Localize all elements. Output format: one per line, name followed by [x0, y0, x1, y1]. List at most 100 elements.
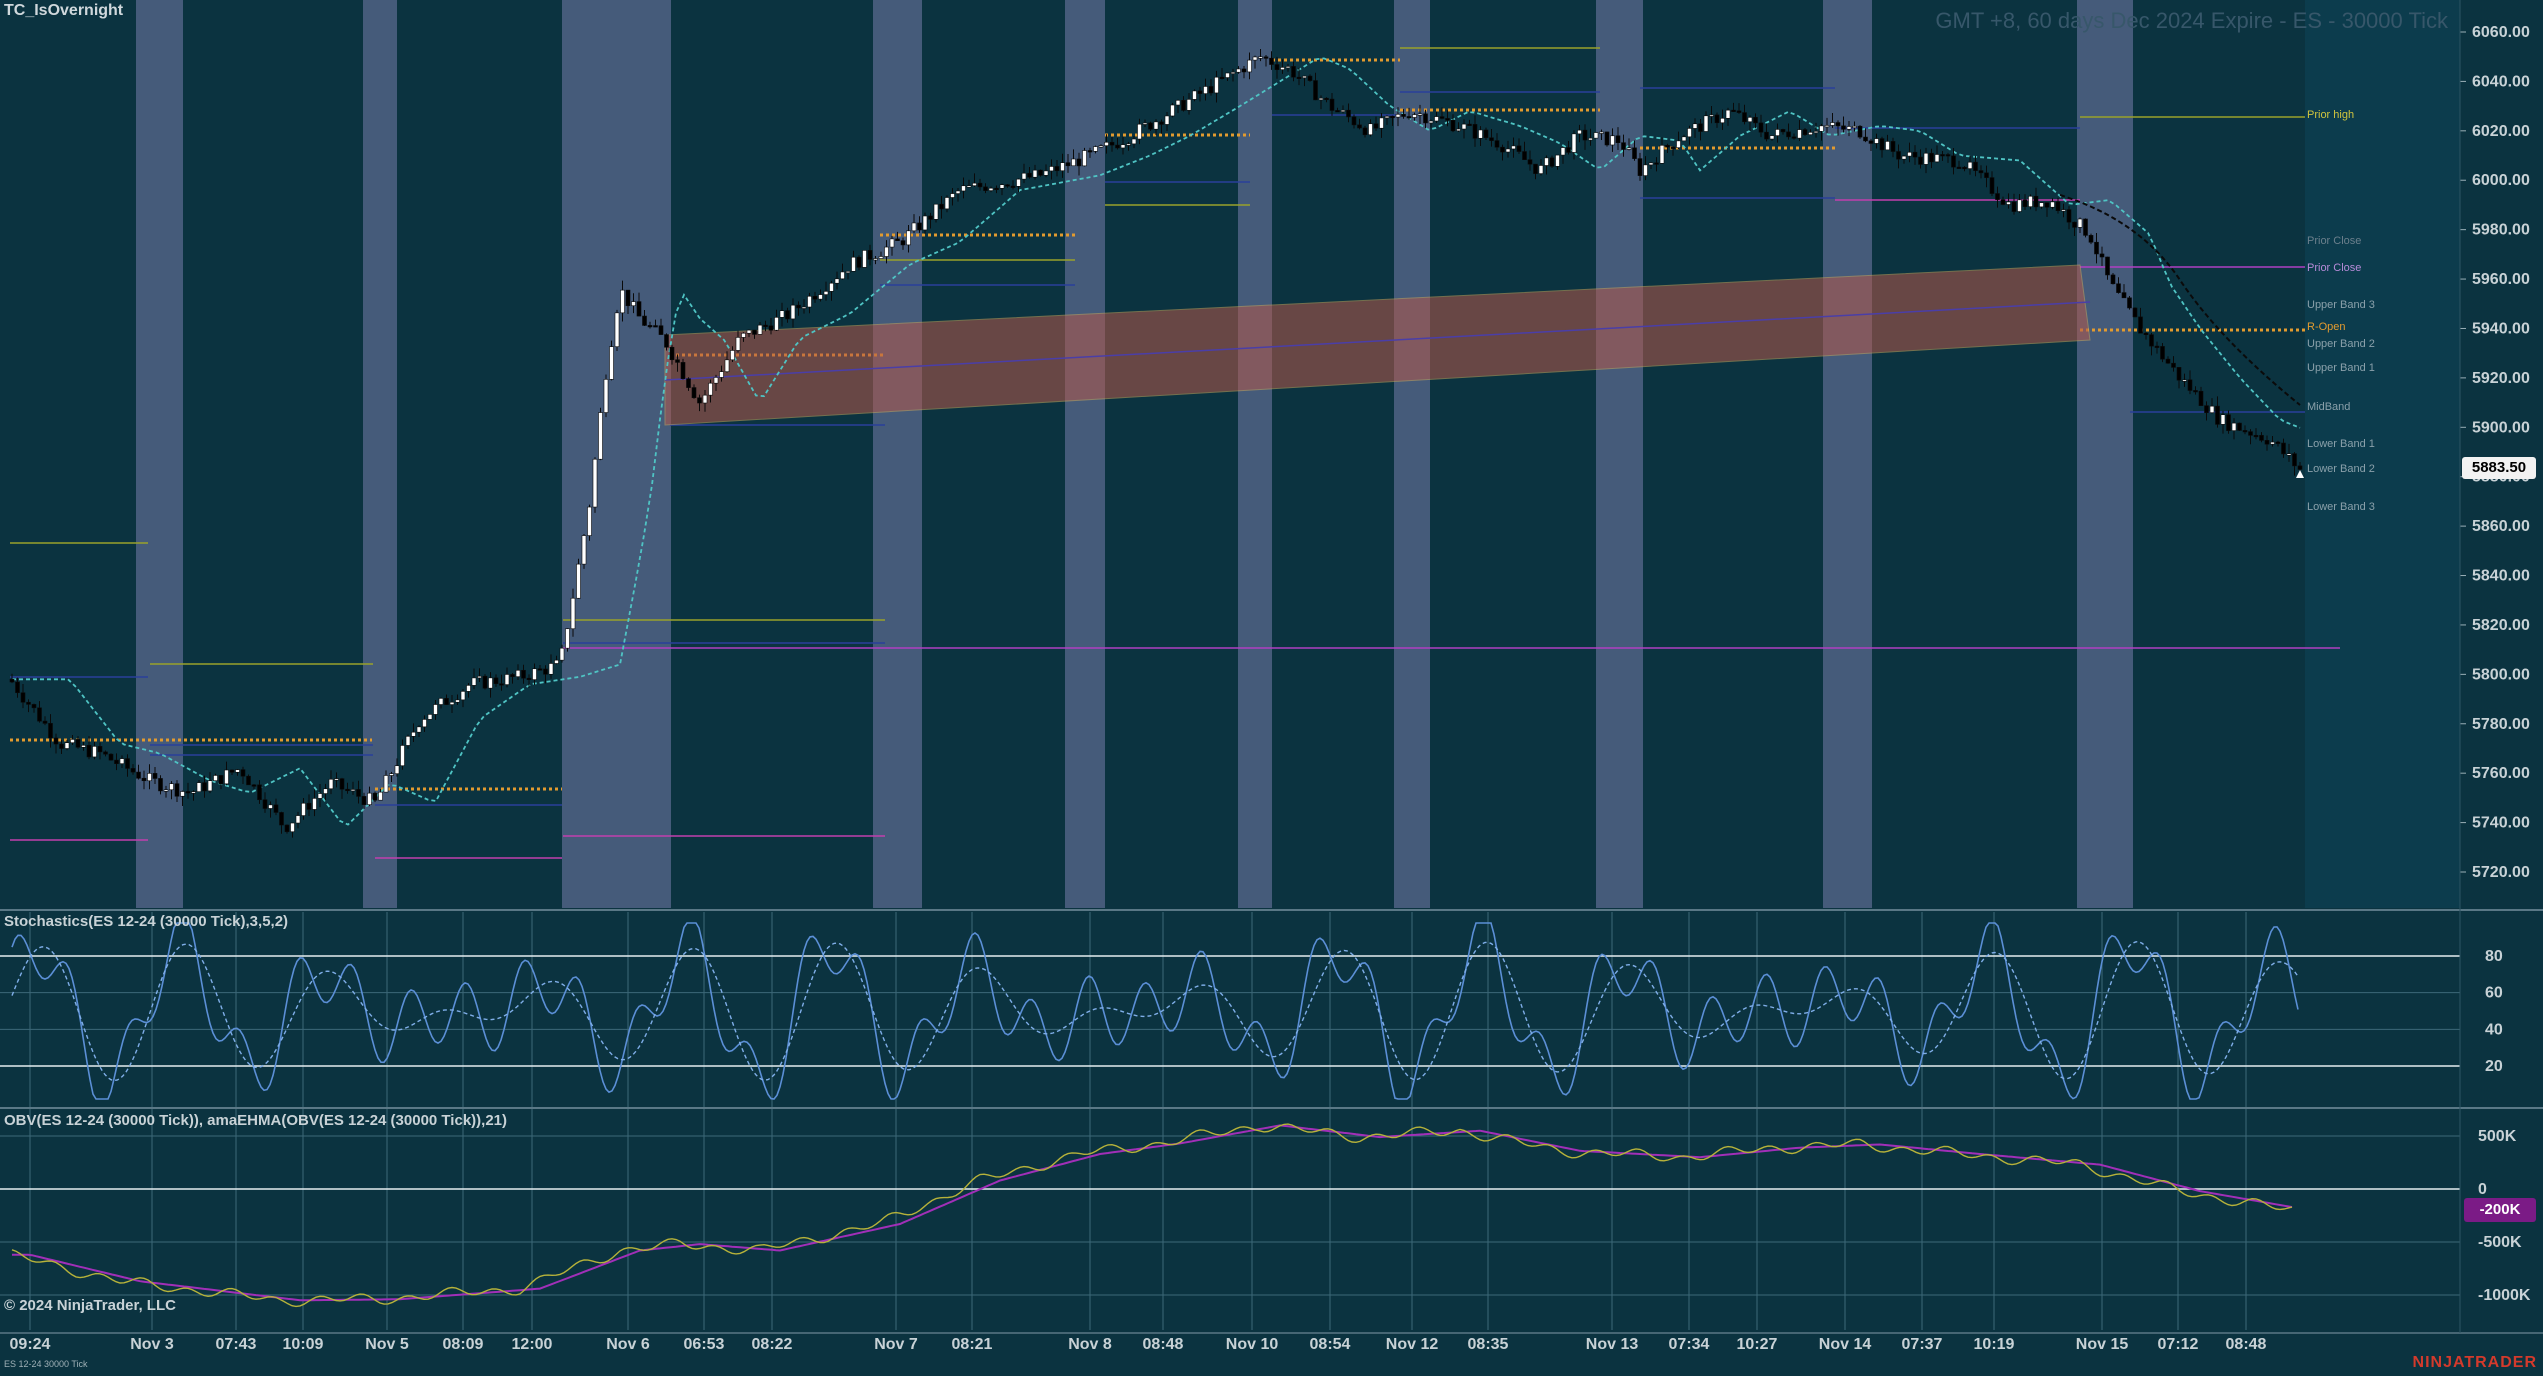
- candle-body: [1401, 114, 1406, 117]
- candle-body: [1885, 141, 1890, 151]
- candle-body: [697, 397, 702, 404]
- candle-body: [1588, 137, 1593, 141]
- candle-body: [1538, 165, 1544, 174]
- candle-body: [9, 678, 15, 683]
- session-band: [873, 0, 922, 908]
- candle-body: [2171, 362, 2176, 368]
- candle-body: [1269, 57, 1274, 65]
- candle-body: [301, 802, 306, 816]
- candle-body: [1280, 67, 1285, 70]
- candle-body: [246, 775, 251, 786]
- candle-body: [2143, 332, 2149, 335]
- candle-body: [1489, 137, 1494, 141]
- candle-body: [449, 701, 455, 705]
- price-axis-label: 5940.00: [2472, 320, 2530, 337]
- candle-body: [2127, 297, 2132, 309]
- candle-body: [1808, 132, 1813, 135]
- candle-body: [262, 799, 268, 809]
- candle-body: [592, 458, 598, 508]
- x-axis-label: Nov 5: [365, 1336, 409, 1353]
- candle-body: [1830, 122, 1835, 126]
- candle-body: [642, 315, 647, 326]
- candle-body: [1126, 143, 1131, 146]
- candle-body: [427, 714, 433, 720]
- candle-body: [1511, 145, 1516, 150]
- candle-body: [2209, 405, 2215, 413]
- candle-body: [2022, 199, 2028, 207]
- candle-body: [878, 256, 884, 259]
- candle-body: [1313, 80, 1318, 101]
- candle-body: [1098, 145, 1104, 148]
- candle-body: [939, 203, 944, 210]
- candle-body: [1203, 86, 1208, 94]
- candle-body: [444, 698, 449, 705]
- candle-body: [1252, 56, 1258, 61]
- brand-logo: NINJATRADER: [2412, 1354, 2537, 1371]
- session-band: [1238, 0, 1272, 908]
- candle-body: [1439, 116, 1445, 119]
- candle-body: [499, 683, 504, 686]
- candle-body: [345, 788, 350, 792]
- candle-body: [141, 777, 147, 782]
- candle-body: [741, 332, 746, 338]
- candle-body: [2149, 334, 2154, 347]
- candle-body: [1390, 115, 1395, 119]
- candle-body: [504, 674, 510, 685]
- candle-body: [1357, 124, 1362, 129]
- price-axis-label: 5720.00: [2472, 864, 2530, 881]
- candle-body: [801, 306, 807, 309]
- candle-body: [1027, 172, 1032, 178]
- candle-body: [1560, 147, 1566, 156]
- candle-body: [1544, 157, 1549, 166]
- candle-body: [763, 324, 768, 327]
- candle-body: [790, 304, 796, 320]
- candle-body: [2193, 390, 2198, 393]
- x-axis-label: 12:00: [512, 1336, 553, 1353]
- candle-body: [2176, 367, 2182, 381]
- candle-body: [130, 768, 136, 773]
- candle-body: [1989, 177, 1995, 194]
- candle-body: [1181, 99, 1186, 111]
- candle-body: [906, 230, 911, 246]
- candle-body: [708, 382, 713, 396]
- candle-body: [1318, 97, 1324, 101]
- candle-body: [31, 704, 37, 709]
- candle-body: [2061, 209, 2066, 212]
- chart-header-title: GMT +8, 60 days Dec 2024 Expire - ES - 3…: [1935, 8, 2448, 33]
- x-axis-label: 07:34: [1669, 1336, 1710, 1353]
- candle-body: [521, 669, 526, 679]
- x-axis-label: Nov 15: [2076, 1336, 2129, 1353]
- candle-body: [1610, 135, 1615, 146]
- candle-body: [823, 291, 829, 295]
- candle-body: [147, 773, 152, 782]
- stoch-axis-label: 80: [2485, 948, 2503, 965]
- candle-body: [675, 359, 680, 363]
- candle-body: [1764, 131, 1769, 140]
- candle-body: [1555, 154, 1560, 167]
- candle-body: [1296, 76, 1302, 79]
- x-axis-label: 10:27: [1737, 1336, 1778, 1353]
- candle-body: [1533, 163, 1538, 174]
- candle-body: [658, 325, 664, 335]
- candle-body: [1060, 162, 1065, 172]
- vwap-band: [664, 264, 2091, 426]
- x-axis-label: Nov 12: [1386, 1336, 1439, 1353]
- candle-body: [268, 804, 273, 809]
- candle-body: [746, 329, 752, 334]
- candle-body: [1192, 90, 1197, 100]
- candle-body: [1219, 76, 1225, 79]
- candle-body: [1984, 172, 1989, 178]
- candle-body: [1681, 136, 1687, 142]
- candlesticks: [9, 48, 2304, 838]
- candle-body: [1703, 115, 1709, 132]
- candle-body: [812, 295, 818, 300]
- candle-body: [955, 190, 961, 194]
- candle-body: [185, 791, 191, 794]
- session-band: [1394, 0, 1430, 908]
- candle-body: [1148, 122, 1153, 130]
- candle-body: [2033, 195, 2039, 208]
- candle-body: [2248, 431, 2253, 436]
- obv-axis-label: 0: [2478, 1181, 2487, 1198]
- candle-body: [312, 798, 317, 810]
